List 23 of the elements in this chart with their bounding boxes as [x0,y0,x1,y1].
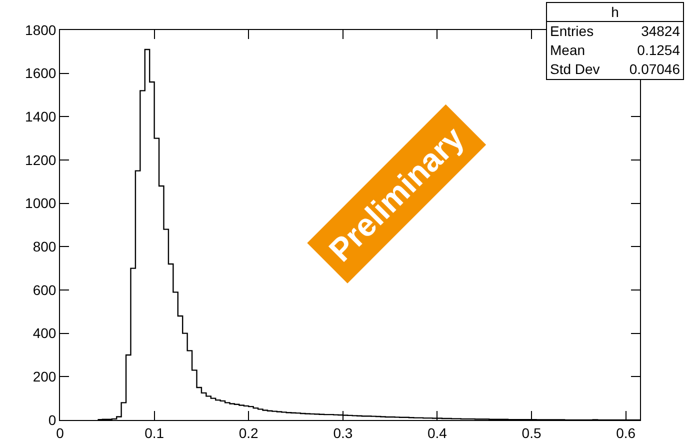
y-tick-label: 0 [48,412,56,428]
x-tick-label: 0.2 [238,424,259,440]
x-tick-label: 0.3 [333,424,353,440]
annotation: Entries [550,22,594,41]
y-tick-label: 1600 [25,65,56,82]
annotation: 0.1254 [637,41,680,60]
text: h [611,4,619,20]
x-tick-label: 0.1 [144,424,164,440]
y-tick-label: 600 [32,282,56,298]
y-tick-label: 400 [32,325,56,342]
x-tick-label: 0.5 [522,424,542,440]
x-tick-label: 0.6 [616,424,636,440]
text: 34824 [641,23,680,39]
y-tick-label: 1000 [25,195,56,212]
y-tick-label: 800 [32,238,56,255]
y-tick-label: 1400 [25,108,56,125]
annotation: 0.07046 [629,60,680,79]
y-tick-label: 1800 [25,22,56,38]
y-tick-label: 1200 [25,152,56,168]
y-tick-label: 200 [32,368,56,385]
annotation: Mean [550,41,586,60]
annotation: Std Dev [550,60,600,79]
x-tick-label: 0.4 [428,424,448,440]
